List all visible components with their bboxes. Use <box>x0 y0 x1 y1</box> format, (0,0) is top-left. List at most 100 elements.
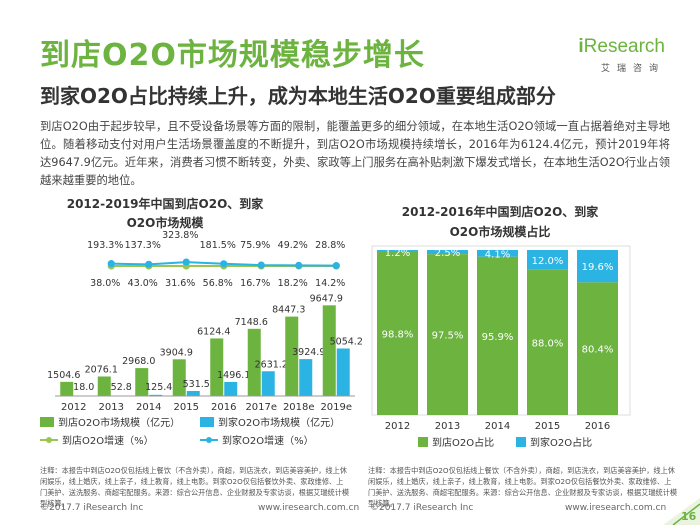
logo-subtitle: 艾瑞咨询 <box>600 64 665 74</box>
label-home-share-2014: 4.1% <box>485 249 510 260</box>
bar-label-store-2012: 1504.6 <box>47 370 80 381</box>
legend-label-home-size: 到家O2O市场规模（亿元） <box>218 416 340 429</box>
bar-home-2017e <box>261 371 275 396</box>
bar-label-home-2017e: 2631.2 <box>255 359 288 370</box>
x-tick-2015: 2015 <box>535 421 560 432</box>
label-store-share-2016: 80.4% <box>582 345 614 356</box>
growth-point-home-2013 <box>107 260 115 268</box>
bar-store-2019e <box>322 305 336 396</box>
intro-paragraph: 到店O2O由于起步较早，且不受设备场景等方面的限制，能覆盖更多的细分领域，在本地… <box>40 120 670 187</box>
x-tick-2013: 2013 <box>99 402 124 413</box>
bar-store-2017e <box>247 328 261 396</box>
growth-label-store-2019e: 14.2% <box>315 278 345 289</box>
bar-label-home-2018e: 3924.9 <box>292 347 325 358</box>
growth-label-home-2017e: 75.9% <box>240 240 270 251</box>
growth-label-store-2018e: 18.2% <box>278 278 308 289</box>
x-tick-2014: 2014 <box>485 421 510 432</box>
bar-store-share-2015 <box>527 269 568 415</box>
legend-marker-store-growth <box>46 437 52 443</box>
bar-home-2015 <box>186 391 200 396</box>
footer-site-left[interactable]: www.iresearch.com.cn <box>258 503 360 513</box>
footer-site-right[interactable]: www.iresearch.com.cn <box>565 503 667 513</box>
bar-store-2018e <box>285 316 299 396</box>
x-tick-2015: 2015 <box>174 402 199 413</box>
legend-swatch-home-size <box>200 417 214 427</box>
logo-i: i <box>578 36 584 57</box>
bar-label-store-2018e: 8447.3 <box>272 305 305 316</box>
footer-copyright-right: ©2017.7 iResearch Inc <box>370 503 474 513</box>
bar-store-share-2016 <box>577 282 618 415</box>
bar-store-share-2014 <box>477 256 518 415</box>
x-tick-2016: 2016 <box>585 421 610 432</box>
label-store-share-2014: 95.9% <box>482 332 514 343</box>
growth-point-home-2019e <box>332 262 340 270</box>
bar-label-store-2019e: 9647.9 <box>310 293 343 304</box>
bar-store-share-2012 <box>377 251 418 415</box>
growth-label-home-2013: 193.3% <box>87 240 123 251</box>
label-home-share-2016: 19.6% <box>582 262 614 273</box>
legend-swatch-store-share <box>418 437 428 447</box>
growth-point-home-2014 <box>145 260 153 268</box>
growth-label-home-2014: 137.3% <box>125 240 161 251</box>
bar-label-store-2015: 3904.9 <box>160 347 193 358</box>
bar-label-store-2013: 2076.1 <box>85 364 118 375</box>
page-number: 16 <box>681 510 697 523</box>
legend-swatch-store-size <box>40 417 54 427</box>
growth-point-home-2018e <box>295 261 303 270</box>
bar-label-store-2016: 6124.4 <box>197 326 230 337</box>
chart-note-left: 注释：本报告中到店O2O仅包括线上餐饮（不含外卖），商超，到店洗衣，到店美容美护… <box>40 466 350 508</box>
page-subtitle: 到家O2O占比持续上升，成为本地生活O2O重要组成部分 <box>40 84 556 108</box>
growth-label-home-2016: 181.5% <box>200 240 236 251</box>
bar-label-store-2014: 2968.0 <box>122 356 155 367</box>
legend-swatch-home-share <box>516 437 526 447</box>
growth-label-store-2014: 43.0% <box>128 278 158 289</box>
legend-label-store-size: 到店O2O市场规模（亿元） <box>58 416 180 429</box>
bar-label-home-2016: 1496.1 <box>217 370 250 381</box>
bar-home-2019e <box>336 348 350 396</box>
bar-store-2016 <box>210 338 224 396</box>
footer-copyright-left: ©2017.7 iResearch Inc <box>40 503 144 513</box>
label-home-share-2015: 12.0% <box>532 256 564 267</box>
bar-label-home-2013: 52.8 <box>111 382 132 393</box>
legend-label-store-growth: 到店O2O增速（%） <box>62 434 154 447</box>
label-home-share-2013: 2.5% <box>435 248 460 259</box>
growth-label-store-2016: 56.8% <box>203 278 233 289</box>
logo-wordmark: iResearch <box>578 36 665 58</box>
x-tick-2019e: 2019e <box>320 402 352 413</box>
bar-home-2016 <box>224 381 238 396</box>
logo-research: Research <box>583 36 665 57</box>
x-tick-2013: 2013 <box>435 421 460 432</box>
bar-store-share-2013 <box>427 254 468 415</box>
bar-home-share-2015 <box>527 250 568 270</box>
chart-title-line2: O2O市场规模占比 <box>450 224 551 239</box>
growth-label-store-2017e: 16.7% <box>240 278 270 289</box>
bar-store-2015 <box>172 359 186 396</box>
legend-label-home-growth: 到家O2O增速（%） <box>222 434 314 447</box>
growth-label-home-2015: 323.8% <box>162 230 198 241</box>
bar-home-share-2014 <box>477 250 518 257</box>
bar-home-share-2013 <box>427 250 468 255</box>
market-size-chart: 2012-2019年中国到店O2O、到家 O2O市场规模 1504.618.0 201… <box>40 196 363 447</box>
bar-home-2018e <box>299 359 313 396</box>
market-share-chart: 2012-2016年中国到店O2O、到家 O2O市场规模占比 1.2% 98.8% 20… <box>371 204 631 449</box>
bar-label-home-2019e: 5054.2 <box>330 336 363 347</box>
legend-label-store-share: 到店O2O占比 <box>432 436 494 449</box>
bar-home-share-2016 <box>577 250 618 283</box>
label-store-share-2012: 98.8% <box>382 329 414 340</box>
bar-store-2012 <box>60 381 74 396</box>
growth-label-home-2019e: 28.8% <box>315 240 345 251</box>
bar-home-share-2012 <box>377 250 418 252</box>
growth-label-home-2018e: 49.2% <box>278 240 308 251</box>
chart-title-line1: 2012-2019年中国到店O2O、到家 <box>67 196 265 211</box>
corner-decoration <box>663 498 700 525</box>
bar-store-2014 <box>135 368 149 396</box>
iresearch-logo: iResearch 艾瑞咨询 <box>578 36 665 74</box>
legend-label-home-share: 到家O2O占比 <box>530 436 592 449</box>
bar-label-home-2015: 531.5 <box>183 379 210 390</box>
page-title: 到店O2O市场规模稳步增长 <box>40 38 425 73</box>
x-tick-2016: 2016 <box>211 402 236 413</box>
x-tick-2017e: 2017e <box>245 402 277 413</box>
bar-label-home-2012: 18.0 <box>73 382 94 393</box>
label-home-share-2012: 1.2% <box>385 248 410 259</box>
bar-label-store-2017e: 7148.6 <box>235 317 268 328</box>
